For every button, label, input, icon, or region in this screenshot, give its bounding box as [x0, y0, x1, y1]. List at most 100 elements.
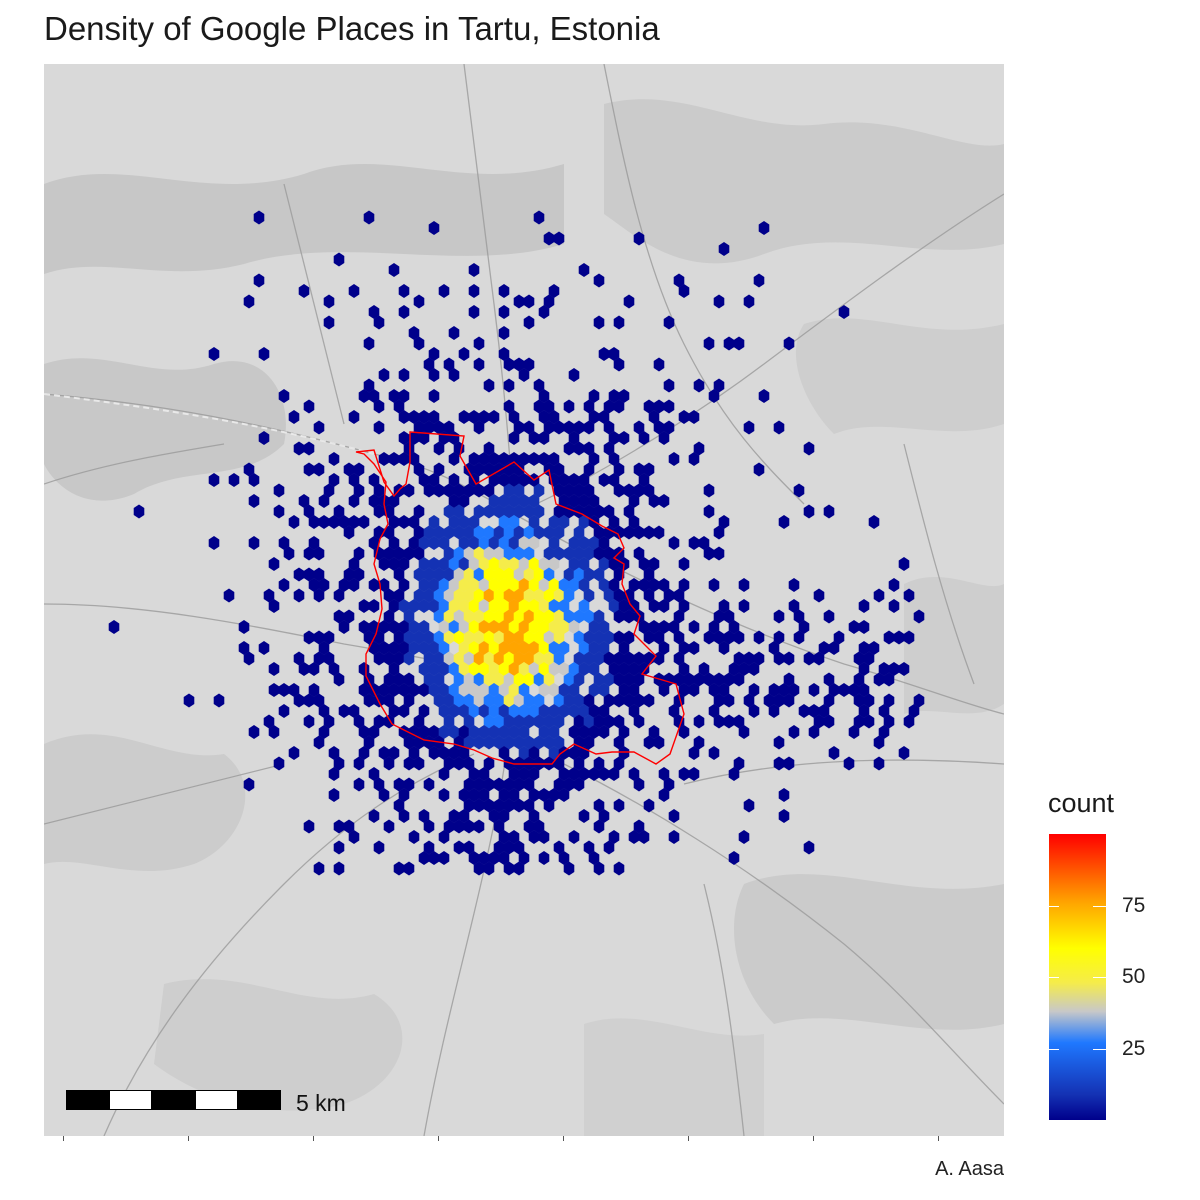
hexbin-cell — [338, 515, 350, 529]
hexbin-cell — [508, 704, 520, 718]
hexbin-cell — [533, 378, 545, 393]
hexbin-cell — [323, 714, 335, 729]
hexbin-cell — [903, 588, 915, 603]
hexbin-cell — [558, 662, 570, 676]
hexbin-cell — [583, 546, 595, 561]
hexbin-cell — [593, 525, 605, 540]
hexbin-cell — [543, 567, 555, 582]
hexbin-cell — [583, 693, 595, 708]
hexbin-cell — [513, 567, 525, 582]
hexbin-cell — [403, 756, 415, 771]
hexbin-cell — [528, 536, 540, 550]
hexbin-cell — [323, 483, 335, 498]
hexbin-cell — [508, 641, 520, 655]
hexbin-cell — [488, 578, 500, 592]
hexbin-cell — [323, 315, 335, 330]
hexbin-cell — [528, 578, 540, 592]
hexbin-cell — [788, 683, 800, 697]
hexbin-cell — [438, 284, 450, 298]
hexbin-cell — [838, 683, 850, 697]
hexbin-cell — [658, 641, 670, 655]
hexbin-cell — [423, 840, 435, 855]
hexbin-cell — [483, 441, 495, 456]
hexbin-cell — [313, 735, 325, 750]
hexbin-cell — [458, 347, 470, 361]
hexbin-cell — [813, 588, 825, 603]
hexbin-cell — [528, 662, 540, 676]
hexbin-cell — [428, 389, 440, 403]
hexbin-cell — [428, 578, 440, 592]
hexbin-cell — [528, 431, 540, 445]
hexbin-cell — [488, 452, 500, 466]
hexbin-cell — [108, 620, 120, 634]
hexbin-cell — [593, 504, 605, 519]
hexbin-cell — [878, 662, 890, 676]
hexbin-cell — [428, 557, 440, 571]
hexbin-cell — [373, 420, 385, 435]
hexbin-cell — [348, 410, 360, 424]
hexbin-cell — [883, 630, 895, 645]
hexbin-cell — [488, 410, 500, 424]
hexbin-cell — [568, 767, 580, 781]
hexbin-cell — [548, 536, 560, 550]
hexbin-cell — [713, 693, 725, 708]
hexbin-cell — [458, 536, 470, 550]
hexbin-cell — [733, 651, 745, 666]
hexbin-cell — [413, 462, 425, 477]
map-panel[interactable] — [44, 64, 1004, 1136]
hexbin-cell — [483, 567, 495, 582]
hexbin-cell — [553, 462, 565, 477]
terrain-patch — [904, 576, 1004, 714]
hexbin-cell — [458, 410, 470, 424]
hexbin-cell — [558, 767, 570, 781]
hexbin-cell — [363, 210, 375, 225]
hexbin-cell — [768, 704, 780, 718]
hexbin-cell — [898, 662, 910, 676]
hexbin-cell — [623, 588, 635, 603]
hexbin-cell — [583, 630, 595, 645]
hexbin-cell — [803, 441, 815, 456]
hexbin-cell — [498, 662, 510, 676]
hexbin-cell — [378, 557, 390, 571]
hexbin-cell — [413, 546, 425, 561]
hexbin-cell — [438, 725, 450, 739]
hexbin-cell — [303, 504, 315, 519]
hexbin-cell — [623, 525, 635, 540]
axis-tick — [813, 1136, 814, 1141]
hexbin-cell — [673, 672, 685, 687]
hexbin-cell — [898, 746, 910, 760]
hexbin-cell — [358, 515, 370, 529]
hexbin-cell — [458, 641, 470, 655]
hexbin-cell — [533, 483, 545, 498]
hexbin-cell — [678, 284, 690, 298]
scale-bar-segment — [238, 1090, 281, 1110]
hexbin-cell — [513, 294, 525, 309]
hexbin-cell — [628, 599, 640, 613]
hexbin-cell — [278, 683, 290, 697]
hexbin-cell — [568, 473, 580, 487]
hexbin-cell — [468, 284, 480, 298]
hexbin-cell — [808, 725, 820, 739]
hexbin-cell — [538, 662, 550, 676]
hexbin-cell — [468, 704, 480, 718]
hexbin-cell — [388, 515, 400, 529]
hexbin-cell — [413, 420, 425, 435]
hexbin-cell — [508, 431, 520, 445]
hexbin-cell — [273, 483, 285, 498]
hexbin-cell — [603, 420, 615, 435]
hexbin-cell — [453, 756, 465, 771]
hexbin-cell — [308, 578, 320, 592]
hexbin-cell — [598, 536, 610, 550]
hexbin-cell — [398, 578, 410, 592]
hexbin-cell — [413, 504, 425, 519]
hexbin-cell — [608, 767, 620, 781]
hexbin-cell — [308, 515, 320, 529]
hexbin-cell — [563, 693, 575, 708]
hexbin-cell — [458, 704, 470, 718]
hexbin-cell — [603, 504, 615, 519]
hexbin-cell — [423, 525, 435, 540]
hexbin-cell — [448, 683, 460, 697]
hexbin-cell — [513, 420, 525, 435]
hexbin-cell — [318, 725, 330, 739]
hexbin-cell — [133, 504, 145, 519]
